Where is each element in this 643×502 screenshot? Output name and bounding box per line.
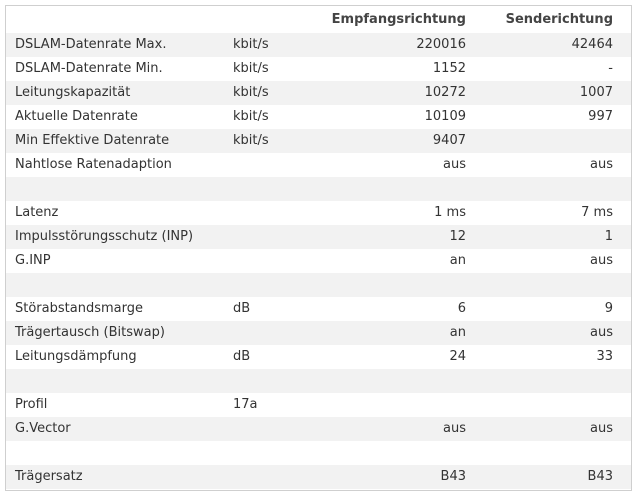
table-cell: G.Vector <box>15 421 71 436</box>
table-row <box>6 369 631 393</box>
table-cell: dB <box>233 349 251 364</box>
table-cell: Impulsstörungsschutz (INP) <box>15 229 194 244</box>
table-cell: Senderichtung <box>505 12 613 27</box>
table-cell: B43 <box>587 469 613 484</box>
table-cell: 24 <box>449 349 466 364</box>
table-cell: DSLAM-Datenrate Min. <box>15 61 163 76</box>
table-cell: Trägertausch (Bitswap) <box>15 325 165 340</box>
table-cell: aus <box>590 325 613 340</box>
table-cell: 9 <box>604 301 613 316</box>
table-cell: 12 <box>449 229 466 244</box>
table-row: DSLAM-Datenrate Min. kbit/s 1152 - <box>6 57 631 81</box>
table-cell: Aktuelle Datenrate <box>15 109 138 124</box>
table-cell: aus <box>590 253 613 268</box>
table-cell: 10272 <box>424 85 466 100</box>
table-cell: Latenz <box>15 205 59 220</box>
table-cell: 10109 <box>424 109 466 124</box>
table-cell: aus <box>590 421 613 436</box>
table-cell: aus <box>443 157 466 172</box>
table-cell: Störabstandsmarge <box>15 301 143 316</box>
table-cell: B43 <box>440 469 466 484</box>
table-row: DSLAM-Datenrate Max. kbit/s 220016 42464 <box>6 33 631 57</box>
table-cell: 1 ms <box>434 205 466 220</box>
table-cell: kbit/s <box>233 109 269 124</box>
table-cell: 1152 <box>432 61 466 76</box>
table-cell: an <box>449 325 466 340</box>
table-cell: Nahtlose Ratenadaption <box>15 157 172 172</box>
table-row: Latenz 1 ms 7 ms <box>6 201 631 225</box>
table-row: Trägersatz B43 B43 <box>6 465 631 489</box>
table-row <box>6 273 631 297</box>
table-row <box>6 441 631 465</box>
table-cell: 42464 <box>571 37 613 52</box>
table-cell: Empfangsrichtung <box>331 12 466 27</box>
table-row: Aktuelle Datenrate kbit/s 10109 997 <box>6 105 631 129</box>
table-row: Leitungskapazität kbit/s 10272 1007 <box>6 81 631 105</box>
table-cell: Leitungskapazität <box>15 85 131 100</box>
table-row: Leitungsdämpfung dB 24 33 <box>6 345 631 369</box>
table-row: G.Vector aus aus <box>6 417 631 441</box>
table-row: Nahtlose Ratenadaption aus aus <box>6 153 631 177</box>
table-cell: 7 ms <box>581 205 613 220</box>
header-row: Empfangsrichtung Senderichtung <box>6 8 631 32</box>
table-row: Profil 17a <box>6 393 631 417</box>
table-cell: dB <box>233 301 251 316</box>
table-cell: an <box>449 253 466 268</box>
table-row <box>6 177 631 201</box>
table-cell: DSLAM-Datenrate Max. <box>15 37 167 52</box>
table-cell: kbit/s <box>233 37 269 52</box>
table-cell: 33 <box>596 349 613 364</box>
table-cell: 220016 <box>416 37 466 52</box>
table-frame <box>5 5 632 491</box>
table-cell: - <box>608 61 613 76</box>
table-cell: 17a <box>233 397 258 412</box>
table-cell: G.INP <box>15 253 51 268</box>
table-row: G.INP an aus <box>6 249 631 273</box>
table-cell: aus <box>590 157 613 172</box>
table-cell: Leitungsdämpfung <box>15 349 137 364</box>
table-cell: 1007 <box>579 85 613 100</box>
table-cell: kbit/s <box>233 61 269 76</box>
table-row: Min Effektive Datenrate kbit/s 9407 <box>6 129 631 153</box>
table-cell: Profil <box>15 397 48 412</box>
table-row: Impulsstörungsschutz (INP) 12 1 <box>6 225 631 249</box>
table-row: Trägertausch (Bitswap) an aus <box>6 321 631 345</box>
table-cell: Min Effektive Datenrate <box>15 133 170 148</box>
table-row: Störabstandsmarge dB 6 9 <box>6 297 631 321</box>
table-cell: 1 <box>604 229 613 244</box>
table-cell: aus <box>443 421 466 436</box>
table-cell: kbit/s <box>233 85 269 100</box>
table-cell: Trägersatz <box>15 469 83 484</box>
table-cell: 997 <box>588 109 613 124</box>
table-cell: 9407 <box>432 133 466 148</box>
table-cell: kbit/s <box>233 133 269 148</box>
table-cell: 6 <box>457 301 466 316</box>
